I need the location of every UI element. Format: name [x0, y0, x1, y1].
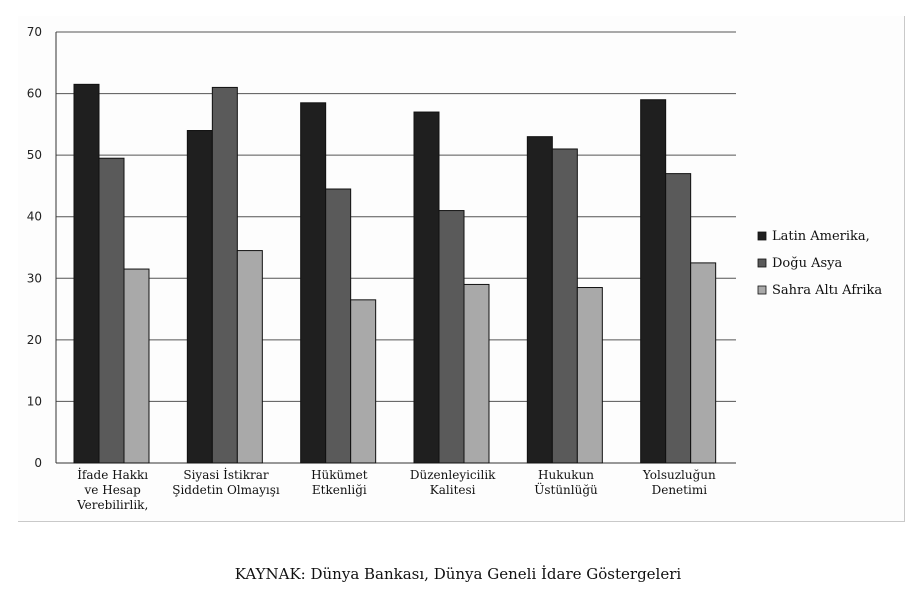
bar — [690, 262, 717, 464]
bar — [665, 173, 692, 464]
bar-chart: 0 10 20 30 40 50 60 70 İfade Hakkı ve Hesap Verebi… — [27, 25, 883, 512]
bar — [123, 268, 150, 464]
y-tick-label: 40 — [27, 210, 42, 224]
bar — [463, 283, 490, 464]
y-tick-label: 70 — [27, 25, 42, 39]
y-tick-label: 20 — [27, 333, 42, 347]
bar — [551, 148, 578, 464]
bar — [640, 99, 667, 464]
x-category-label: Hukukun Üstünlüğü — [534, 468, 598, 497]
bar — [413, 111, 440, 464]
y-tick-label: 0 — [34, 456, 42, 470]
y-tick-label: 50 — [27, 148, 42, 162]
legend-label: Latin Amerika, — [772, 229, 870, 244]
x-category-label: Siyasi İstikrar Şiddetin Olmayışı — [172, 467, 280, 497]
bar — [300, 102, 327, 464]
bar — [576, 287, 603, 464]
y-tick-label: 60 — [27, 87, 42, 101]
x-category-label: İfade Hakkı ve Hesap Verebilirlik, — [76, 467, 148, 512]
y-tick-label: 10 — [27, 394, 42, 408]
bar — [98, 157, 125, 464]
legend-swatch — [757, 285, 767, 295]
chart-frame: 0 10 20 30 40 50 60 70 İfade Hakkı ve Hesap Verebi… — [18, 16, 905, 522]
legend-swatch — [757, 258, 767, 268]
legend-label: Sahra Altı Afrika — [772, 283, 882, 298]
bar — [236, 250, 263, 464]
legend-label: Doğu Asya — [772, 256, 842, 271]
bar — [186, 130, 213, 464]
bar — [73, 83, 100, 464]
bar — [526, 136, 553, 464]
x-category-label: Yolsuzluğun Denetimi — [642, 468, 716, 497]
bar — [350, 299, 377, 464]
bar — [325, 188, 352, 464]
legend-swatch — [757, 231, 767, 241]
bar — [211, 86, 238, 464]
bar — [438, 210, 465, 464]
y-tick-label: 30 — [27, 271, 42, 285]
x-category-label: Hükümet Etkenliği — [311, 468, 368, 497]
source-caption: KAYNAK: Dünya Bankası, Dünya Geneli İdar… — [234, 565, 682, 583]
x-category-label: Düzenleyicilik Kalitesi — [410, 468, 496, 497]
